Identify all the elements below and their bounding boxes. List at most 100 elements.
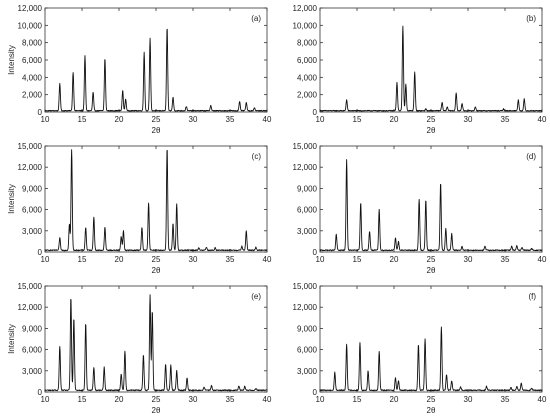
x-axis-title: 2θ bbox=[427, 266, 436, 275]
y-tick-label: 4,000 bbox=[297, 73, 318, 82]
y-tick-label: 6,000 bbox=[297, 56, 318, 65]
y-tick-label: 9,000 bbox=[297, 184, 318, 193]
x-tick-label: 10 bbox=[316, 395, 325, 404]
x-tick-label: 25 bbox=[427, 255, 436, 264]
plot-frame bbox=[319, 285, 543, 393]
panel-label: (b) bbox=[526, 14, 536, 23]
x-tick-label: 25 bbox=[427, 395, 436, 404]
y-tick-label: 15,000 bbox=[18, 142, 43, 151]
diffraction-trace bbox=[319, 159, 543, 252]
x-tick-label: 15 bbox=[353, 115, 362, 124]
plot-frame bbox=[44, 285, 268, 393]
y-tick-label: 6,000 bbox=[22, 56, 43, 65]
x-tick-label: 20 bbox=[115, 115, 124, 124]
x-tick-label: 15 bbox=[78, 115, 87, 124]
x-axis-title: 2θ bbox=[152, 126, 161, 135]
x-tick-label: 30 bbox=[464, 255, 473, 264]
x-tick-label: 15 bbox=[353, 255, 362, 264]
panel-label: (d) bbox=[526, 152, 536, 161]
y-tick-label: 0 bbox=[313, 108, 318, 117]
y-tick-label: 0 bbox=[38, 108, 43, 117]
y-tick-label: 15,000 bbox=[293, 142, 318, 151]
plot-frame bbox=[319, 145, 543, 253]
panel-label: (e) bbox=[251, 292, 261, 301]
y-tick-label: 9,000 bbox=[22, 324, 43, 333]
y-tick-label: 12,000 bbox=[293, 303, 318, 312]
y-axis-title: Intensity bbox=[7, 184, 16, 214]
x-axis-title: 2θ bbox=[152, 406, 161, 415]
y-tick-label: 4,000 bbox=[22, 73, 43, 82]
panel-d: 10 15 20 25 30 35 40 0 3,000 6,000 9,000 12,000 15,0… bbox=[293, 142, 547, 275]
y-tick-label: 12,000 bbox=[18, 303, 43, 312]
x-tick-label: 15 bbox=[78, 395, 87, 404]
y-tick-label: 10,000 bbox=[293, 21, 318, 30]
diffraction-trace bbox=[44, 28, 268, 112]
y-tick-label: 12,000 bbox=[18, 163, 43, 172]
x-tick-label: 30 bbox=[464, 395, 473, 404]
plot-frame bbox=[319, 7, 543, 113]
x-tick-label: 40 bbox=[263, 255, 272, 264]
x-tick-label: 35 bbox=[226, 115, 235, 124]
x-tick-label: 35 bbox=[226, 255, 235, 264]
y-tick-label: 3,000 bbox=[22, 367, 43, 376]
x-tick-label: 40 bbox=[263, 395, 272, 404]
y-tick-label: 3,000 bbox=[297, 367, 318, 376]
y-tick-label: 6,000 bbox=[22, 346, 43, 355]
y-tick-label: 6,000 bbox=[297, 206, 318, 215]
x-tick-label: 15 bbox=[78, 255, 87, 264]
panel-label: (c) bbox=[252, 152, 262, 161]
x-tick-label: 30 bbox=[464, 115, 473, 124]
panel-a: 10 15 20 25 30 35 40 0 2,000 4,000 6,000 8,000 10,00… bbox=[7, 4, 272, 135]
x-tick-label: 20 bbox=[390, 115, 399, 124]
x-tick-label: 15 bbox=[353, 395, 362, 404]
y-tick-label: 2,000 bbox=[22, 91, 43, 100]
panel-f: 10 15 20 25 30 35 40 0 3,000 6,000 9,000 12,000 15,0… bbox=[293, 282, 547, 415]
x-tick-label: 25 bbox=[152, 395, 161, 404]
y-tick-label: 0 bbox=[313, 388, 318, 397]
y-axis-title: Intensity bbox=[7, 324, 16, 354]
x-axis-title: 2θ bbox=[152, 266, 161, 275]
panel-b: 10 15 20 25 30 35 40 0 2,000 4,000 6,000 8,000 10,00… bbox=[293, 4, 547, 135]
x-tick-label: 10 bbox=[316, 115, 325, 124]
diffraction-trace bbox=[319, 25, 543, 112]
y-tick-label: 6,000 bbox=[22, 206, 43, 215]
x-tick-label: 40 bbox=[263, 115, 272, 124]
x-tick-label: 20 bbox=[390, 255, 399, 264]
y-tick-label: 12,000 bbox=[293, 4, 318, 13]
x-tick-label: 20 bbox=[115, 255, 124, 264]
y-tick-label: 0 bbox=[38, 248, 43, 257]
y-tick-label: 3,000 bbox=[22, 227, 43, 236]
x-tick-label: 20 bbox=[115, 395, 124, 404]
diffraction-trace bbox=[319, 326, 543, 392]
panel-e: 10 15 20 25 30 35 40 0 3,000 6,000 9,000 12,000 15,0… bbox=[7, 282, 272, 415]
y-tick-label: 0 bbox=[313, 248, 318, 257]
plot-frame bbox=[44, 145, 268, 253]
x-tick-label: 30 bbox=[189, 395, 198, 404]
x-tick-label: 30 bbox=[189, 115, 198, 124]
x-tick-label: 40 bbox=[538, 255, 547, 264]
x-tick-label: 35 bbox=[501, 395, 510, 404]
x-tick-label: 10 bbox=[41, 395, 50, 404]
x-axis-title: 2θ bbox=[427, 126, 436, 135]
x-tick-label: 25 bbox=[152, 255, 161, 264]
panel-c: 10 15 20 25 30 35 40 0 3,000 6,000 9,000 12,000 15,0… bbox=[7, 142, 272, 275]
y-tick-label: 2,000 bbox=[297, 91, 318, 100]
x-tick-label: 35 bbox=[501, 255, 510, 264]
y-tick-label: 0 bbox=[38, 388, 43, 397]
panel-label: (f) bbox=[528, 292, 536, 301]
plot-frame bbox=[44, 7, 268, 113]
y-tick-label: 9,000 bbox=[22, 184, 43, 193]
y-tick-label: 12,000 bbox=[293, 163, 318, 172]
x-tick-label: 10 bbox=[316, 255, 325, 264]
x-tick-label: 40 bbox=[538, 115, 547, 124]
x-tick-label: 10 bbox=[41, 115, 50, 124]
x-tick-label: 35 bbox=[501, 115, 510, 124]
x-tick-label: 30 bbox=[189, 255, 198, 264]
y-tick-label: 12,000 bbox=[18, 4, 43, 13]
y-tick-label: 9,000 bbox=[297, 324, 318, 333]
x-tick-label: 20 bbox=[390, 395, 399, 404]
x-tick-label: 25 bbox=[152, 115, 161, 124]
x-tick-label: 10 bbox=[41, 255, 50, 264]
y-tick-label: 8,000 bbox=[22, 39, 43, 48]
